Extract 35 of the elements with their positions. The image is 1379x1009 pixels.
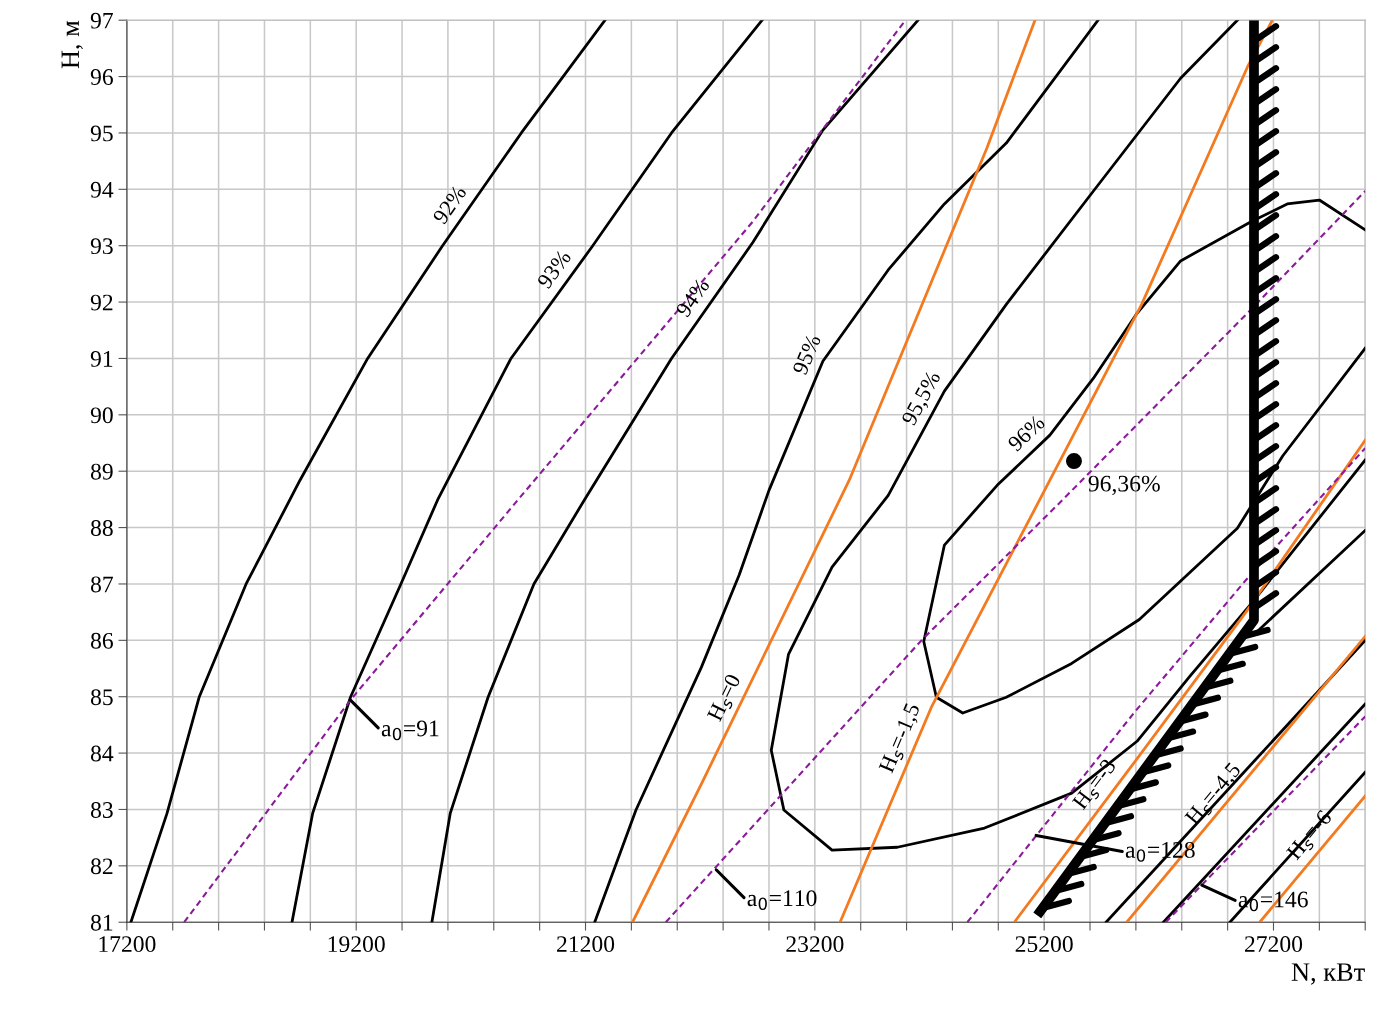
y-tick-label: 86 — [90, 632, 113, 649]
x-tick-label: 17200 — [99, 936, 156, 953]
y-tick-label: 84 — [90, 745, 114, 762]
annotation: 95% — [792, 333, 822, 376]
y-tick-label: 95 — [90, 125, 113, 142]
line-series — [664, 189, 1366, 923]
annotation: 96,36% — [1088, 475, 1160, 495]
y-tick-label: 93 — [90, 238, 113, 255]
x-tick-label: 27200 — [1245, 936, 1303, 953]
y-tick-label: 88 — [90, 520, 113, 537]
y-tick-label: 94 — [90, 181, 114, 198]
y-tick-label: 87 — [90, 576, 113, 593]
x-tick-label: 23200 — [786, 936, 844, 953]
annotation: 94% — [675, 277, 711, 319]
y-tick-label: 92 — [90, 294, 113, 311]
y-tick-label: 81 — [90, 914, 113, 931]
y-axis-title: Н, м — [61, 20, 83, 69]
x-tick-label: 25200 — [1015, 936, 1073, 953]
y-tick-label: 83 — [90, 801, 113, 818]
y-tick-label: 91 — [90, 351, 113, 367]
y-tick-label: 85 — [90, 689, 113, 706]
annotation: 96% — [1006, 414, 1046, 453]
annotation: a$_{0}$=110 — [747, 890, 817, 911]
annotation: 92% — [432, 184, 467, 226]
annotation: H$_{s}$=0 — [706, 673, 745, 724]
y-tick-label: 97 — [90, 12, 113, 29]
x-tick-label: 21200 — [557, 936, 615, 953]
y-tick-label: 89 — [90, 463, 113, 480]
y-tick-label: 82 — [90, 858, 113, 875]
x-tick-label: 19200 — [328, 936, 385, 953]
y-tick-label: 90 — [90, 407, 113, 424]
annotation: H$_{s}$=-1,5 — [878, 702, 924, 775]
annotation: a$_{0}$=91 — [381, 720, 439, 741]
x-axis-title: N, кВт — [1291, 963, 1365, 985]
y-tick-label: 96 — [90, 69, 113, 85]
